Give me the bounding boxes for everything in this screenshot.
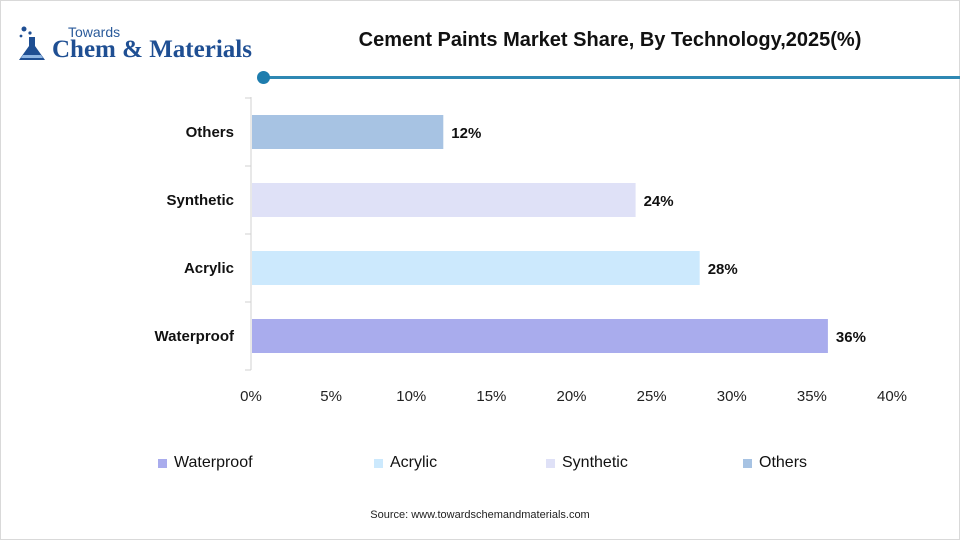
legend-item: Others [743,452,807,474]
bar-others [252,115,444,149]
data-label: 28% [708,261,738,278]
chart-legend: Waterproof Acrylic Synthetic Others [0,452,960,474]
x-tick-label: 25% [637,388,667,405]
legend-label: Others [759,454,808,471]
legend-swatch [546,458,555,468]
legend-item: Acrylic [374,452,437,474]
legend-swatch [158,458,167,468]
x-tick-label: 10% [396,388,426,405]
data-label: 24% [644,193,674,210]
legend-label: Waterproof [174,454,253,471]
x-tick-label: 20% [556,388,586,405]
title-rule [262,76,960,79]
chart-title: Cement Paints Market Share, By Technolog… [358,29,862,51]
bar-synthetic [252,183,636,217]
x-tick-label: 40% [877,388,907,405]
x-tick-label: 5% [320,388,342,405]
bar-acrylic [252,251,700,285]
category-label: Others [186,124,234,141]
category-label: Acrylic [184,260,234,277]
title-rule-dot [257,71,270,84]
x-tick-label: 15% [476,388,506,405]
logo-top-text: Towards [68,24,121,40]
legend-label: Acrylic [390,454,438,471]
data-label: 36% [836,329,866,346]
x-tick-label: 0% [240,388,262,405]
legend-item: Synthetic [546,452,628,474]
legend-swatch [374,458,383,468]
bar-waterproof [252,319,828,353]
x-tick-label: 30% [717,388,747,405]
logo-main-text: Chem & Materials [52,36,252,63]
legend-label: Synthetic [562,454,628,471]
source-text: Source: www.towardschemandmaterials.com [370,509,590,521]
legend-swatch [743,458,752,468]
category-label: Synthetic [166,192,234,209]
data-label: 12% [451,125,481,142]
legend-item: Waterproof [158,452,253,474]
brand-logo: Towards Chem & Materials [16,22,256,66]
category-label: Waterproof [155,328,235,345]
source-note: Source: www.towardschemandmaterials.com [0,509,960,521]
x-tick-label: 35% [797,388,827,405]
flask-logo-icon [19,26,45,60]
